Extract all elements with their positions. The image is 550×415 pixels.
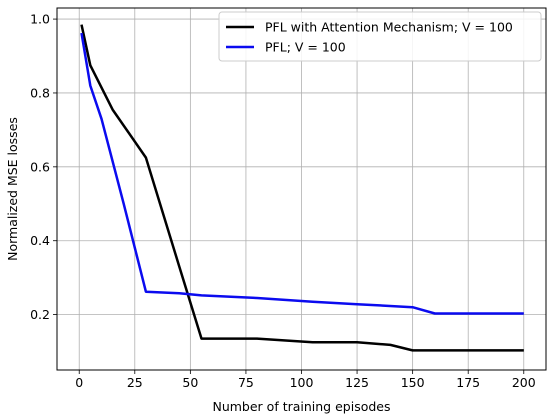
y-tick-label: 0.6 [30,159,50,174]
x-tick-label: 75 [238,375,254,390]
y-tick-label: 0.2 [30,307,50,322]
y-axis-label: Normalized MSE losses [5,117,20,261]
x-tick-label: 100 [290,375,314,390]
legend: PFL with Attention Mechanism; V = 100 PF… [218,11,542,62]
x-tick-label: 0 [75,375,83,390]
series-lines [80,24,524,352]
x-axis-label: Number of training episodes [212,399,390,414]
legend-box [218,11,542,62]
x-tick-label: 150 [401,375,425,390]
x-tick-label: 25 [127,375,143,390]
axis-ticks: 0 25 50 75 100 125 150 175 200 0.2 0.4 0.6 0.8 1.0 [30,12,536,390]
series-line-attention [80,24,524,352]
y-tick-label: 0.8 [30,85,50,100]
x-tick-label: 200 [512,375,536,390]
y-tick-label: 1.0 [30,12,50,27]
x-tick-label: 175 [456,375,480,390]
grid [57,8,546,370]
y-tick-label: 0.4 [30,233,50,248]
series-line-pfl [80,32,524,315]
legend-label-attention: PFL with Attention Mechanism; V = 100 [265,20,513,35]
x-tick-label: 50 [182,375,198,390]
legend-label-pfl: PFL; V = 100 [265,40,346,55]
x-tick-label: 125 [345,375,369,390]
